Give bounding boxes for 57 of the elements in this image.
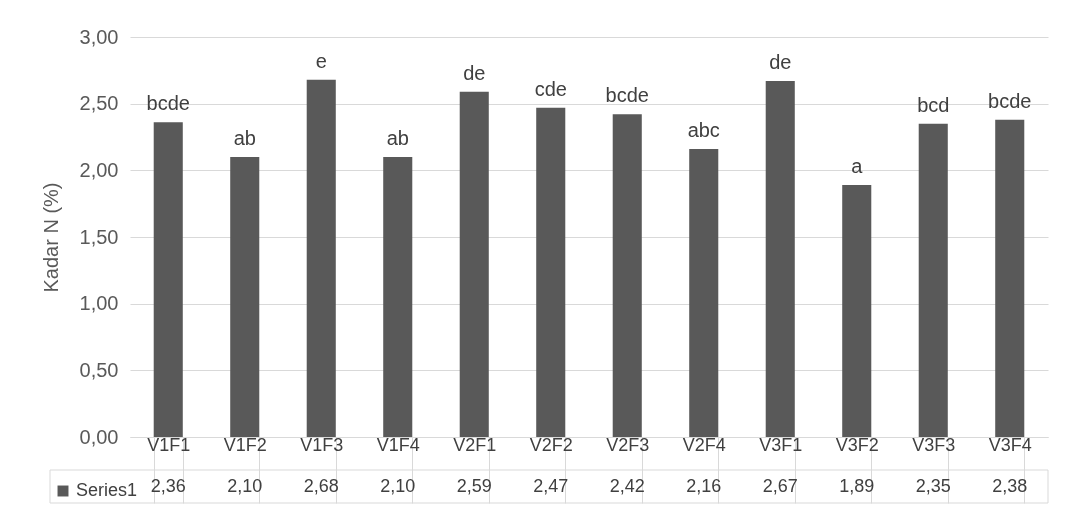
annotation: abc: [687, 119, 720, 141]
annotation: bcd: [917, 93, 950, 116]
y-tick-label: 2,50: [79, 92, 119, 115]
data-label: 1,89: [839, 476, 875, 496]
bar: [536, 107, 566, 437]
annotation: bcde: [605, 84, 649, 107]
y-tick-label: 1,00: [79, 292, 119, 315]
bar: [153, 122, 183, 437]
x-tick-label: V1F2: [223, 434, 267, 455]
x-tick-label: V2F4: [682, 434, 726, 455]
legend-label: Series1: [76, 480, 138, 500]
x-tick-label: V3F2: [835, 434, 879, 455]
y-tick-label: 1,50: [79, 225, 119, 248]
data-label: 2,67: [762, 476, 798, 496]
annotation: de: [463, 61, 486, 84]
y-tick-label: 0,50: [79, 358, 119, 381]
data-label: 2,38: [992, 476, 1028, 496]
x-tick-label: V3F3: [912, 434, 956, 455]
y-axis-title: Kadar N (%): [39, 182, 62, 293]
annotation: ab: [233, 127, 256, 149]
y-tick-label: 0,00: [79, 425, 119, 448]
bar: [918, 123, 948, 437]
x-tick-label: V1F3: [300, 434, 344, 455]
bar: [995, 119, 1025, 437]
bar: [842, 185, 872, 437]
y-tick-label: 3,00: [79, 25, 119, 48]
data-label: 2,59: [456, 476, 492, 496]
x-tick-label: V2F3: [606, 434, 650, 455]
annotation: bcde: [146, 92, 190, 115]
data-label: 2,42: [609, 476, 645, 496]
bar: [689, 149, 719, 437]
annotation: ab: [386, 127, 409, 149]
data-label: 2,36: [150, 476, 186, 496]
data-label: 2,16: [686, 476, 722, 496]
annotation: a: [851, 155, 864, 177]
bar: [230, 157, 260, 437]
bar: [306, 79, 336, 437]
x-tick-label: V3F4: [988, 434, 1032, 455]
bar: [765, 81, 795, 437]
annotation: e: [315, 49, 327, 72]
data-label: 2,10: [380, 476, 416, 496]
data-label: 2,47: [533, 476, 569, 496]
x-tick-label: V1F4: [376, 434, 420, 455]
data-label: 2,68: [303, 476, 339, 496]
bar: [383, 157, 413, 437]
data-label: 2,35: [915, 476, 951, 496]
x-tick-label: V3F1: [759, 434, 803, 455]
annotation: cde: [534, 77, 567, 100]
x-tick-label: V2F1: [453, 434, 497, 455]
data-label: 2,10: [227, 476, 263, 496]
y-tick-label: 2,00: [79, 158, 119, 181]
x-tick-label: V2F2: [529, 434, 573, 455]
annotation: bcde: [988, 89, 1032, 112]
annotation: de: [769, 51, 792, 73]
x-tick-label: V1F1: [147, 434, 191, 455]
bar: [612, 114, 642, 437]
bar: [459, 91, 489, 437]
